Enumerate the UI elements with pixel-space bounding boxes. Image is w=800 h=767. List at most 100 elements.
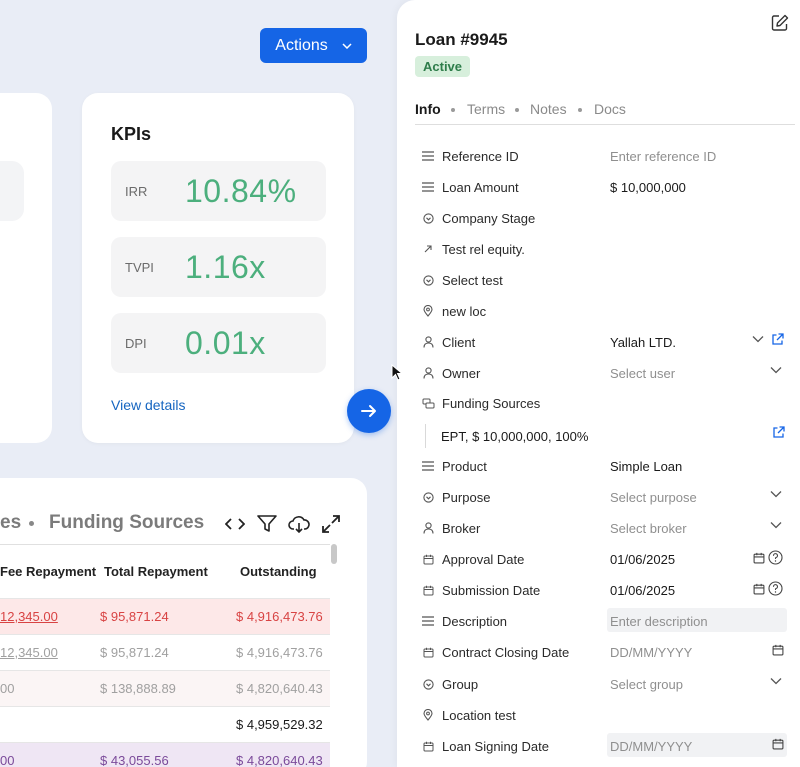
kpi-label: TVPI (125, 259, 154, 275)
text-lines-icon (421, 149, 435, 163)
user-icon (421, 366, 435, 380)
status-badge: Active (415, 56, 471, 77)
cell-total: $ 95,871.24 (100, 645, 169, 660)
summary-card (0, 93, 52, 443)
loan-detail-panel: Loan #9945 Active Info Terms Notes Docs … (397, 0, 800, 767)
arrow-up-right-icon (421, 242, 435, 256)
field-owner: Owner Select user (415, 359, 787, 389)
field-label: Test rel equity. (442, 242, 525, 257)
tab-separator (451, 108, 455, 112)
kpi-title: KPIs (111, 124, 152, 144)
user-icon (421, 335, 435, 349)
field-label: Company Stage (442, 211, 536, 226)
cell-fee[interactable]: 12,345.00 (0, 609, 58, 624)
cell-fee: 00 (0, 681, 15, 696)
table-row[interactable]: $ 4,959,529.32 (0, 706, 330, 742)
next-arrow-button[interactable] (347, 389, 391, 433)
panel-tabs: Info Terms Notes Docs (415, 100, 795, 125)
kpi-label: IRR (125, 183, 148, 199)
cell-outstanding: $ 4,820,640.43 (236, 681, 323, 696)
col-total-repayment[interactable]: Total Repayment (104, 564, 208, 579)
kpi-irr: IRR 10.84% (111, 161, 326, 221)
reference-id-input[interactable]: Enter reference ID (610, 149, 717, 164)
tab-docs[interactable]: Docs (594, 101, 626, 117)
tab-funding-sources[interactable]: Funding Sources (49, 512, 205, 533)
summary-card-tile (0, 161, 24, 221)
arrow-right-icon (361, 405, 376, 417)
repayments-table-card: es Funding Sources Fee Repayment Total R… (0, 478, 367, 767)
table-header: Fee Repayment Total Repayment Outstandin… (0, 544, 330, 600)
table-row[interactable]: 12,345.00 $ 95,871.24 $ 4,916,473.76 (0, 634, 330, 670)
kpi-value: 0.01x (185, 324, 266, 361)
col-outstanding[interactable]: Outstanding (240, 564, 317, 579)
cell-fee[interactable]: 12,345.00 (0, 645, 58, 660)
table-scrollbar[interactable] (331, 544, 337, 564)
loan-amount-value[interactable]: $ 10,000,000 (610, 180, 686, 195)
field-loan-amount: Loan Amount $ 10,000,000 (415, 173, 787, 203)
tab-info[interactable]: Info (415, 101, 441, 117)
actions-label: Actions (275, 36, 328, 54)
table-row[interactable]: 00 $ 138,888.89 $ 4,820,640.43 (0, 670, 330, 706)
tab-notes[interactable]: Notes (530, 101, 567, 117)
field-label: Reference ID (442, 149, 519, 164)
expand-icon[interactable] (319, 512, 343, 536)
field-funding-sources: Funding Sources (415, 389, 787, 419)
tab-schedules[interactable]: es (0, 512, 22, 533)
code-icon[interactable] (223, 512, 247, 536)
field-reference-id: Reference ID Enter reference ID (415, 142, 787, 172)
view-details-link[interactable]: View details (111, 397, 186, 413)
field-label: new loc (442, 304, 487, 319)
chevron-down-icon[interactable] (752, 335, 764, 343)
field-label: Select test (442, 273, 503, 288)
circle-chevron-icon (421, 273, 435, 287)
client-select[interactable]: Yallah LTD. (610, 335, 676, 350)
field-label: Client (442, 335, 476, 350)
funding-source-text: EPT, $ 10,000,000, 100% (441, 429, 589, 444)
col-fee-repayment[interactable]: Fee Repayment (0, 564, 97, 579)
cell-fee: 00 (0, 753, 15, 767)
field-new-loc: new loc (415, 297, 787, 327)
circle-chevron-icon (421, 211, 435, 225)
actions-button[interactable]: Actions (260, 28, 367, 63)
filter-icon[interactable] (255, 512, 279, 536)
tab-separator (578, 108, 582, 112)
table-row[interactable]: 00 $ 43,055.56 $ 4,820,640.43 (0, 742, 330, 767)
tab-terms[interactable]: Terms (467, 101, 506, 117)
cell-outstanding: $ 4,959,529.32 (236, 717, 323, 732)
cell-outstanding: $ 4,916,473.76 (236, 609, 323, 624)
mouse-cursor-icon (391, 364, 403, 381)
location-pin-icon (421, 304, 435, 318)
cell-total: $ 95,871.24 (100, 609, 169, 624)
kpi-label: DPI (125, 335, 147, 351)
table-row[interactable]: 12,345.00 $ 95,871.24 $ 4,916,473.76 (0, 598, 330, 634)
chevron-down-icon[interactable] (770, 366, 782, 374)
kpi-dpi: DPI 0.01x (111, 313, 326, 373)
cell-outstanding: $ 4,820,640.43 (236, 753, 323, 767)
text-lines-icon (421, 180, 435, 194)
funding-source-entry[interactable]: EPT, $ 10,000,000, 100% (425, 424, 787, 448)
coins-icon (421, 396, 435, 410)
field-client: Client Yallah LTD. (415, 328, 787, 358)
field-test-rel-equity: Test rel equity. (415, 235, 787, 265)
tab-separator (515, 108, 519, 112)
panel-title: Loan #9945 (415, 30, 508, 49)
tab-separator (29, 521, 34, 526)
cell-total: $ 43,055.56 (100, 753, 169, 767)
field-select-test: Select test (415, 266, 787, 296)
edit-icon[interactable] (771, 14, 789, 32)
kpi-value: 10.84% (185, 172, 297, 209)
field-label: Loan Amount (442, 180, 519, 195)
cloud-download-icon[interactable] (287, 512, 311, 536)
field-label: Funding Sources (442, 396, 541, 411)
cell-outstanding: $ 4,916,473.76 (236, 645, 323, 660)
kpi-card: KPIs IRR 10.84% TVPI 1.16x DPI 0.01x Vie… (82, 93, 354, 443)
cell-total: $ 138,888.89 (100, 681, 176, 696)
kpi-value: 1.16x (185, 248, 266, 285)
external-link-icon[interactable] (772, 426, 785, 439)
external-link-icon[interactable] (771, 333, 784, 346)
owner-select[interactable]: Select user (610, 366, 676, 381)
chevron-down-icon (342, 42, 352, 49)
field-company-stage: Company Stage (415, 204, 787, 234)
kpi-tvpi: TVPI 1.16x (111, 237, 326, 297)
field-label: Owner (442, 366, 481, 381)
